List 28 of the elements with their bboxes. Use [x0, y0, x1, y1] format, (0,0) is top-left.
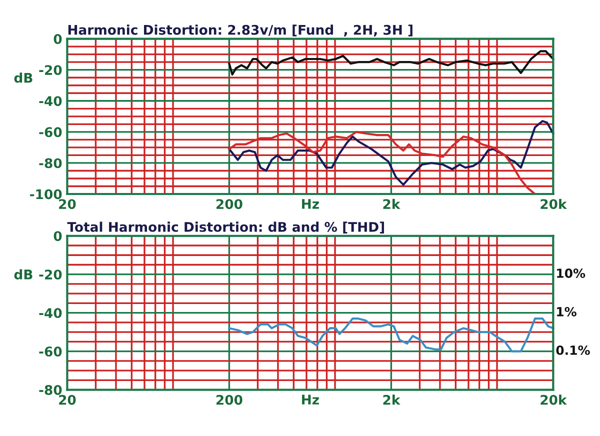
- y-tick-label: -80: [39, 158, 62, 168]
- text: 0.1%: [556, 345, 590, 355]
- text: 1%: [557, 307, 576, 316]
- x-tick-label: 2k: [383, 394, 400, 405]
- x-tick-label: 20: [59, 394, 76, 405]
- y-tick-label: -40: [39, 308, 62, 318]
- chart-title: Total Harmonic Distortion: dB and % [THD]: [67, 222, 384, 234]
- text: 10%: [557, 268, 586, 278]
- x-tick-label: 2k: [383, 198, 400, 209]
- y-tick-label: 0: [54, 34, 62, 44]
- x-axis-title: Hz: [302, 199, 319, 209]
- y-tick-label: -80: [39, 385, 62, 395]
- y-axis-title: dB: [14, 72, 32, 83]
- y-tick-label: 0: [54, 231, 62, 242]
- y-tick-label: -60: [39, 346, 62, 357]
- y-tick-label: -20: [39, 65, 62, 76]
- y-tick-label: -60: [39, 127, 62, 138]
- x-tick-label: 200: [216, 394, 242, 405]
- x-tick-label: 20: [59, 199, 76, 210]
- y-tick-label: -40: [39, 96, 62, 106]
- x-tick-label: 200: [216, 199, 242, 210]
- y-tick-label: -20: [39, 270, 62, 280]
- x-tick-label: 20k: [540, 394, 568, 405]
- chart-title: Harmonic Distortion: 2.83v/m [Fund , 2H, 3H ]: [68, 24, 412, 37]
- x-axis-title: Hz: [302, 394, 319, 404]
- y-axis-title: dB: [14, 269, 32, 280]
- y-tick-label: -100: [30, 189, 62, 200]
- x-tick-label: 20k: [540, 198, 568, 210]
